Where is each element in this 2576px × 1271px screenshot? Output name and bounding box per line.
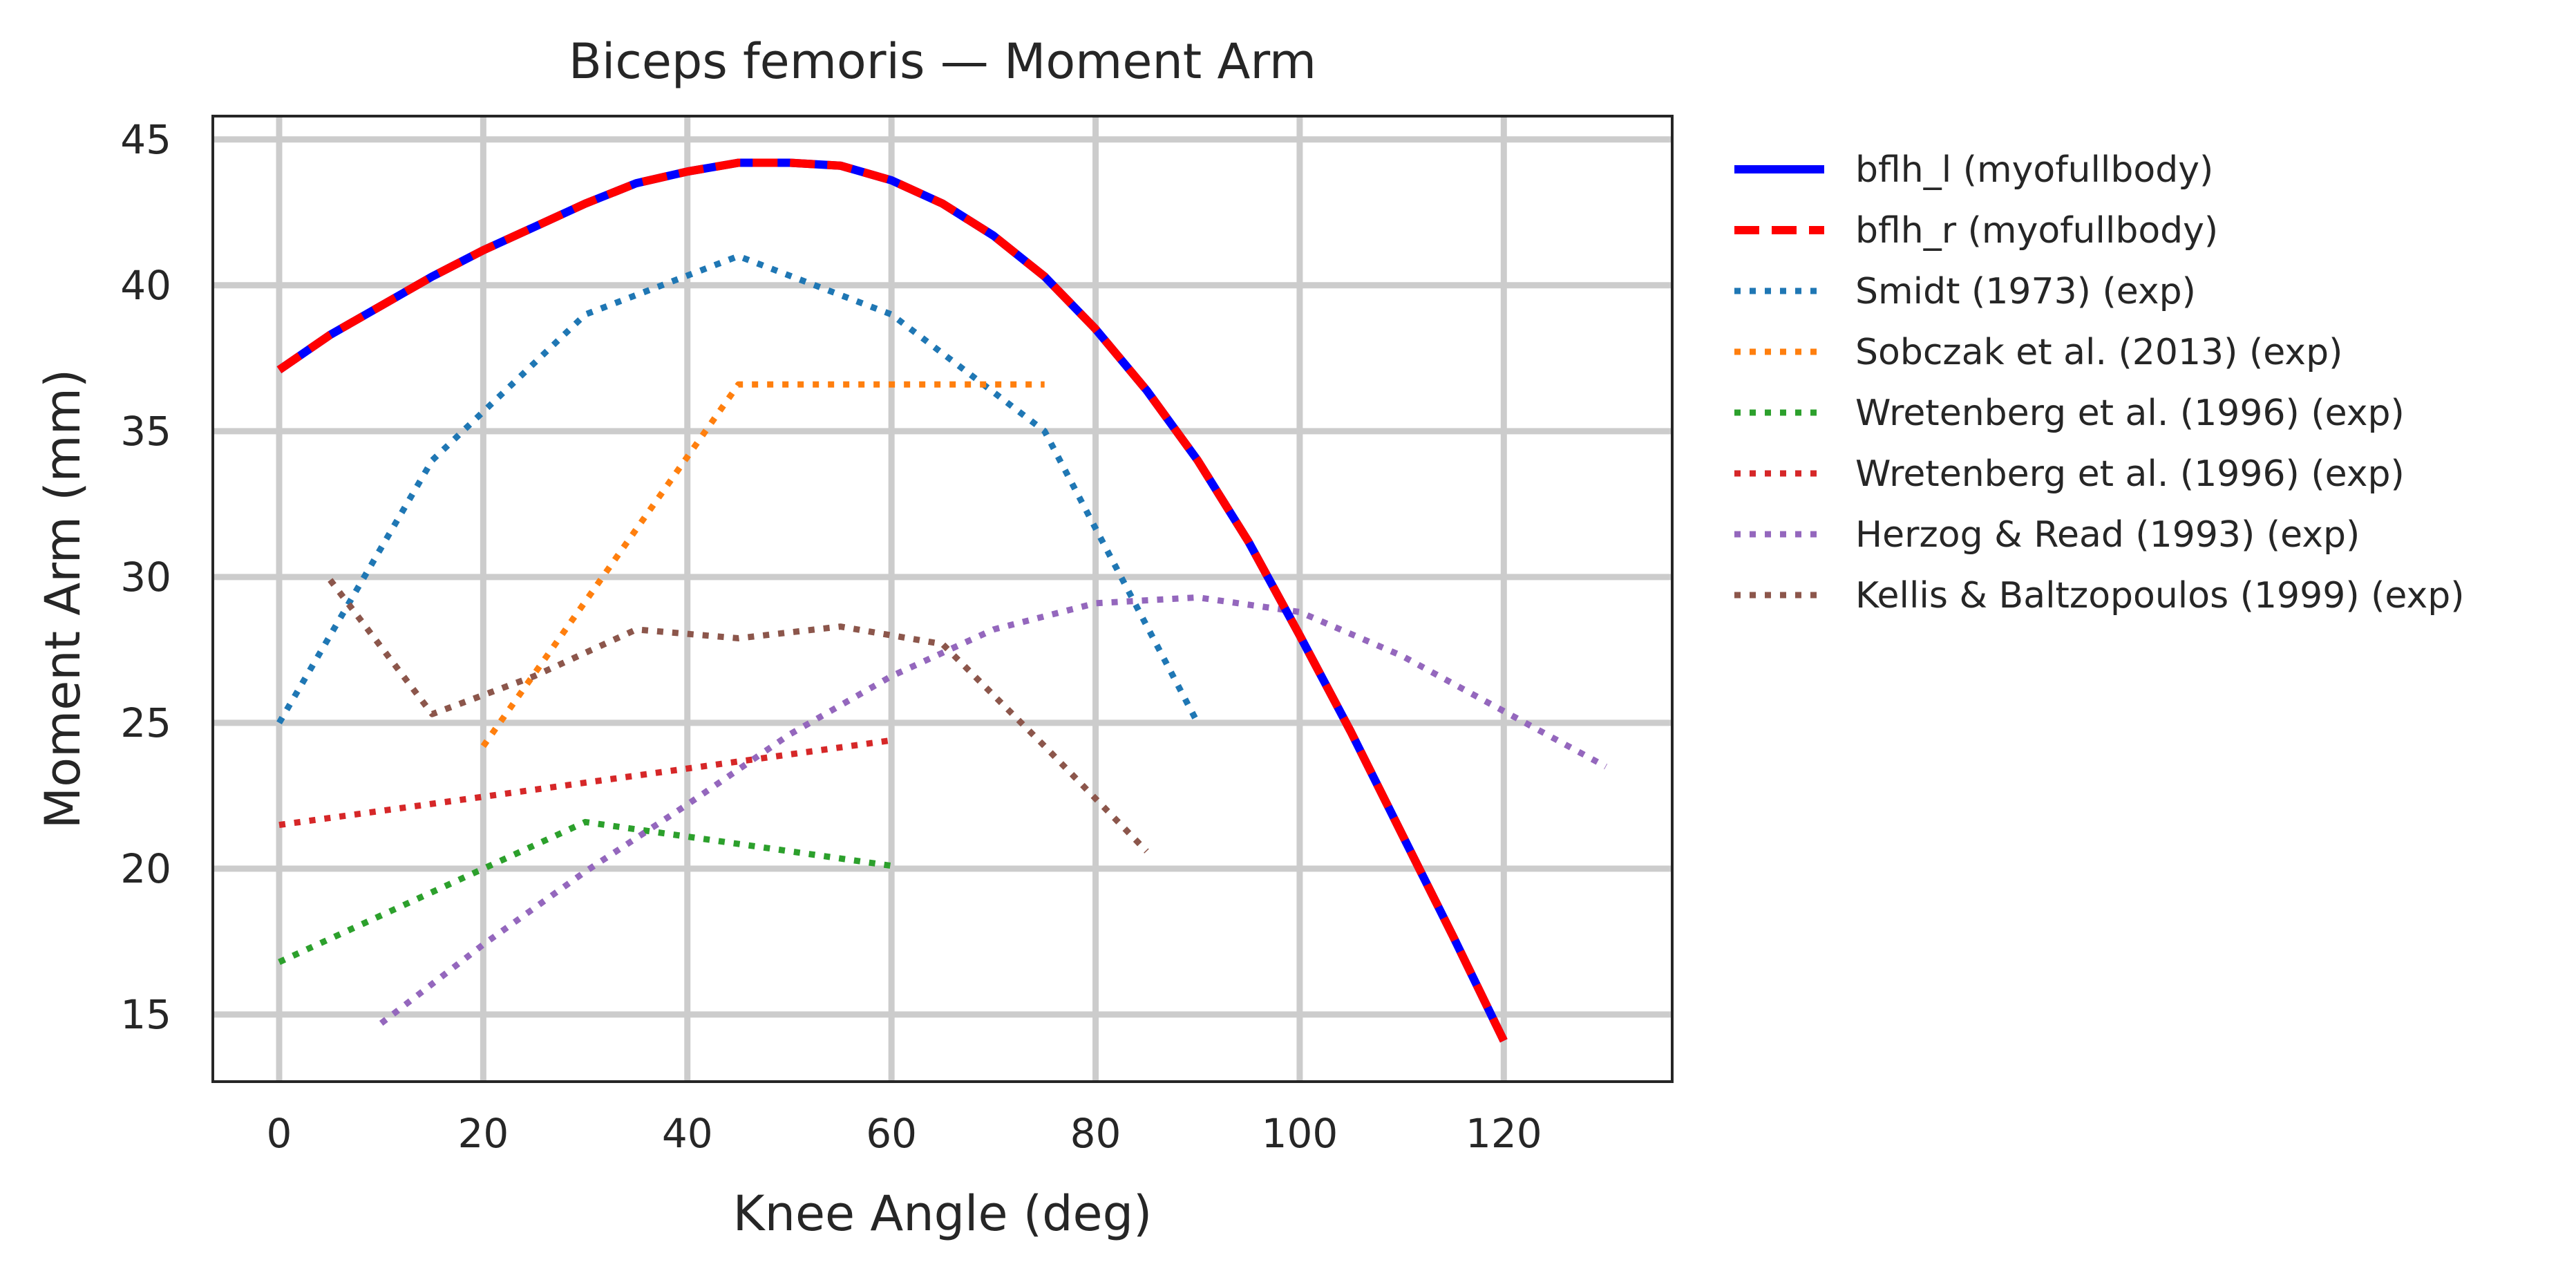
series-line xyxy=(278,737,892,829)
x-tick-label: 80 xyxy=(1070,1110,1121,1157)
series-line xyxy=(276,158,1508,1043)
legend-label: bflh_l (myofullbody) xyxy=(1855,149,2213,191)
plot-lines xyxy=(276,158,1608,1043)
series-line xyxy=(328,578,1149,854)
x-tick-label: 120 xyxy=(1466,1110,1542,1157)
series-line xyxy=(278,818,892,966)
legend-label: Herzog & Read (1993) (exp) xyxy=(1855,514,2360,556)
series-line xyxy=(480,381,1045,749)
series-line xyxy=(276,253,1201,725)
y-tick-label: 15 xyxy=(120,991,171,1038)
x-tick-label: 60 xyxy=(866,1110,917,1157)
y-tick-label: 20 xyxy=(120,845,171,892)
x-tick-label: 20 xyxy=(457,1110,509,1157)
legend-label: Smidt (1973) (exp) xyxy=(1855,271,2196,312)
legend-label: Wretenberg et al. (1996) (exp) xyxy=(1855,453,2405,495)
legend-label: Kellis & Baltzopoulos (1999) (exp) xyxy=(1855,575,2465,616)
x-tick-label: 40 xyxy=(662,1110,713,1157)
chart-title: Biceps femoris — Moment Arm xyxy=(569,33,1316,90)
y-tick-label: 35 xyxy=(120,408,171,455)
y-axis-title: Moment Arm (mm) xyxy=(35,369,91,829)
y-tick-label: 40 xyxy=(120,262,171,309)
y-axis-ticks: 15 20 25 30 35 40 45 xyxy=(120,116,171,1038)
y-tick-label: 30 xyxy=(120,554,171,601)
y-tick-label: 25 xyxy=(120,699,171,746)
x-tick-label: 100 xyxy=(1262,1110,1338,1157)
x-tick-label: 0 xyxy=(267,1110,292,1157)
series-line xyxy=(379,594,1608,1026)
y-tick-label: 45 xyxy=(120,116,171,163)
legend-label: Wretenberg et al. (1996) (exp) xyxy=(1855,393,2405,434)
legend-label: bflh_r (myofullbody) xyxy=(1855,210,2218,252)
legend: bflh_l (myofullbody) bflh_r (myofullbody)… xyxy=(1734,149,2465,616)
x-axis-ticks: 0 20 40 60 80 100 120 xyxy=(267,1110,1542,1157)
x-axis-title: Knee Angle (deg) xyxy=(733,1185,1153,1242)
plot-frame xyxy=(211,115,1674,1083)
legend-label: Sobczak et al. (2013) (exp) xyxy=(1855,332,2342,373)
